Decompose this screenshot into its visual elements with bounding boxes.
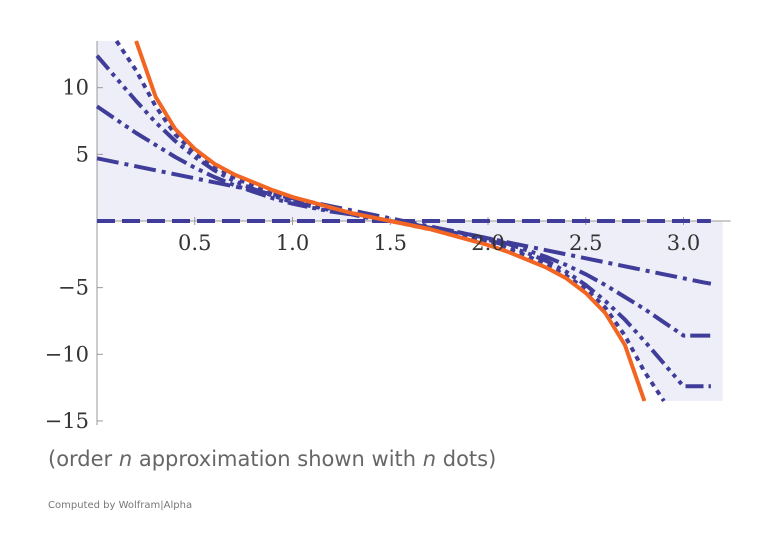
x-tick-label: 2.0 [471, 231, 504, 255]
caption-variable-n: n [118, 447, 133, 471]
caption-middle: approximation shown with [132, 447, 423, 471]
approximation-band-lower [403, 221, 723, 401]
y-tick-label: −5 [58, 276, 89, 300]
x-tick-label: 2.5 [569, 231, 602, 255]
x-tick-label: 3.0 [667, 231, 700, 255]
x-tick-label: 0.5 [178, 231, 211, 255]
chart-svg: 0.5 1.0 1.5 2.0 2.5 3.0 10 5 −5 −10 −15 [45, 39, 731, 433]
credit-text: Computed by Wolfram|Alpha [48, 500, 193, 511]
series-line-dotted [114, 39, 666, 403]
y-tick-label: 5 [76, 142, 89, 166]
y-tick-label: 10 [62, 76, 89, 100]
x-tick-labels: 0.5 1.0 1.5 2.0 2.5 3.0 [178, 231, 700, 255]
series-lines [95, 39, 712, 403]
y-tick-labels: 10 5 −5 −10 −15 [45, 76, 89, 433]
caption-variable-n: n [422, 447, 437, 471]
caption-suffix: dots) [436, 447, 497, 471]
approximation-band-upper [97, 41, 404, 221]
caption-prefix: (order [48, 447, 119, 471]
caption: (order n approximation shown with n dots… [48, 447, 496, 471]
y-tick-label: −10 [45, 342, 89, 366]
x-tick-label: 1.5 [374, 231, 407, 255]
y-tick-label: −15 [45, 409, 89, 433]
series-line-solid [134, 40, 647, 402]
series-line-dash-dot-dot-dot [95, 54, 711, 389]
x-tick-label: 1.0 [276, 231, 309, 255]
